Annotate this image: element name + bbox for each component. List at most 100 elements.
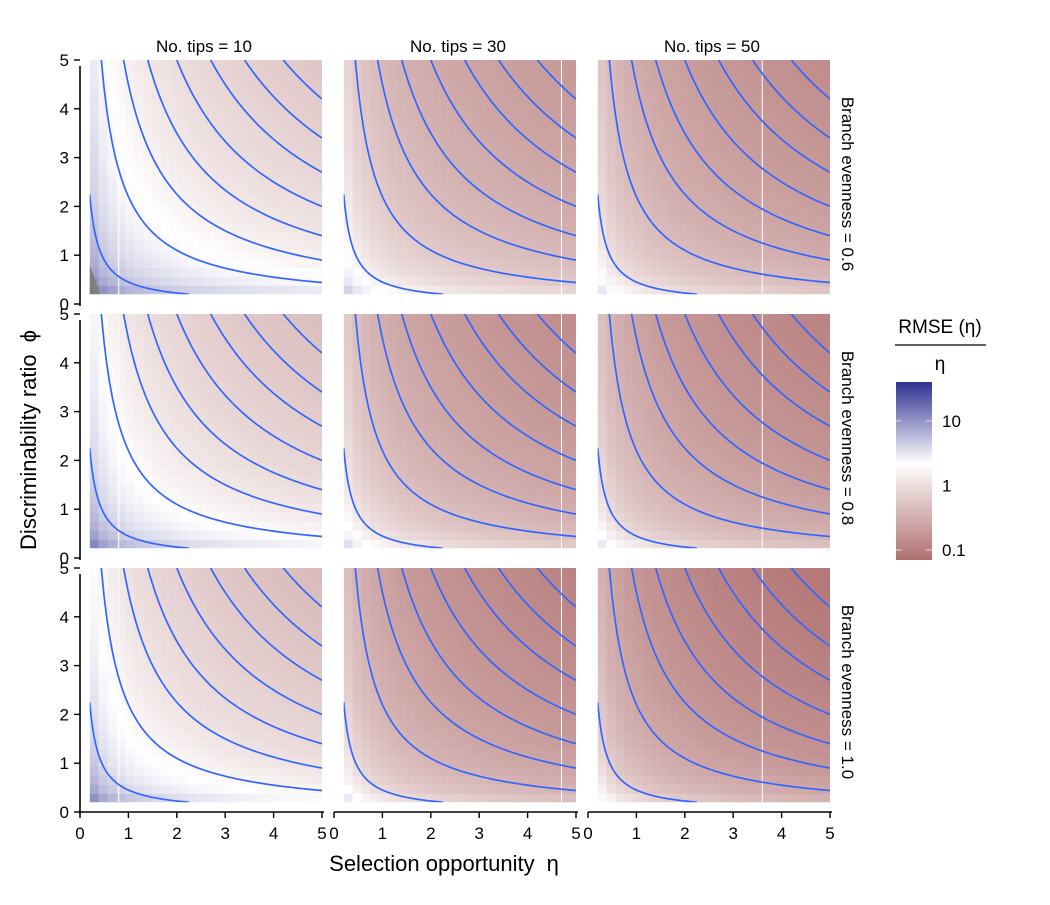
heatmap-cell xyxy=(767,449,777,459)
heatmap-cell xyxy=(714,249,724,259)
x-tick-label: 2 xyxy=(172,824,181,843)
heatmap-cell xyxy=(286,386,296,396)
heatmap-cell xyxy=(442,141,452,151)
heatmap-cell xyxy=(424,105,434,115)
heatmap-cell xyxy=(233,87,243,97)
heatmap-cell xyxy=(170,276,180,286)
heatmap-cell xyxy=(651,413,661,423)
heatmap-cell xyxy=(812,350,822,360)
heatmap-cell xyxy=(304,258,314,268)
heatmap-cell xyxy=(776,422,786,432)
heatmap-cell xyxy=(460,386,470,396)
heatmap-cell xyxy=(251,213,261,223)
heatmap-cell xyxy=(344,78,354,88)
heatmap-cell xyxy=(598,285,608,295)
heatmap-cell xyxy=(286,494,296,504)
heatmap-cell xyxy=(286,96,296,106)
heatmap-cell xyxy=(215,521,225,531)
heatmap-cell xyxy=(759,87,769,97)
heatmap-cell xyxy=(268,631,278,641)
heatmap-cell xyxy=(741,539,751,549)
heatmap-cell xyxy=(286,640,296,650)
heatmap-cell xyxy=(549,96,559,106)
heatmap-cell xyxy=(415,332,425,342)
heatmap-cell xyxy=(134,485,144,495)
heatmap-cell xyxy=(424,395,434,405)
heatmap-cell xyxy=(513,258,523,268)
heatmap-cell xyxy=(607,159,617,169)
heatmap-cell xyxy=(607,449,617,459)
heatmap-cell xyxy=(242,694,252,704)
heatmap-cell xyxy=(732,413,742,423)
heatmap-cell xyxy=(451,449,461,459)
heatmap-cell xyxy=(370,757,380,767)
heatmap-cell xyxy=(295,422,305,432)
heatmap-cell xyxy=(624,476,634,486)
heatmap-cell xyxy=(478,458,488,468)
heatmap-cell xyxy=(353,694,363,704)
heatmap-cell xyxy=(116,604,126,614)
heatmap-cell xyxy=(540,377,550,387)
heatmap-cell xyxy=(741,368,751,378)
heatmap-cell xyxy=(188,359,198,369)
heatmap-cell xyxy=(478,404,488,414)
heatmap-cell xyxy=(353,739,363,749)
heatmap-cell xyxy=(397,440,407,450)
heatmap-cell xyxy=(478,204,488,214)
heatmap-cell xyxy=(767,159,777,169)
heatmap-cell xyxy=(821,521,831,531)
heatmap-cell xyxy=(687,222,697,232)
heatmap-cell xyxy=(397,285,407,295)
heatmap-cell xyxy=(397,78,407,88)
heatmap-cell xyxy=(669,69,679,79)
heatmap-cell xyxy=(116,539,126,549)
heatmap-cell xyxy=(353,204,363,214)
heatmap-cell xyxy=(642,159,652,169)
heatmap-cell xyxy=(344,267,354,277)
heatmap-cell xyxy=(344,521,354,531)
facet-col-label-1: No. tips = 30 xyxy=(410,37,506,56)
heatmap-cell xyxy=(567,213,577,223)
heatmap-cell xyxy=(116,577,126,587)
heatmap-cell xyxy=(313,467,323,477)
heatmap-cell xyxy=(224,285,234,295)
heatmap-cell xyxy=(295,341,305,351)
heatmap-cell xyxy=(750,258,760,268)
heatmap-cell xyxy=(531,323,541,333)
heatmap-cell xyxy=(116,78,126,88)
heatmap-cell xyxy=(433,422,443,432)
heatmap-cell xyxy=(134,595,144,605)
heatmap-cell xyxy=(651,521,661,531)
heatmap-cell xyxy=(741,494,751,504)
heatmap-cell xyxy=(540,449,550,459)
heatmap-cell xyxy=(362,168,372,178)
heatmap-cell xyxy=(433,440,443,450)
heatmap-cell xyxy=(415,213,425,223)
heatmap-cell xyxy=(108,440,118,450)
heatmap-cell xyxy=(397,494,407,504)
heatmap-cell xyxy=(460,132,470,142)
heatmap-cell xyxy=(161,276,171,286)
heatmap-cell xyxy=(522,476,532,486)
heatmap-cell xyxy=(531,267,541,277)
heatmap-cell xyxy=(616,530,626,540)
heatmap-cell xyxy=(642,314,652,324)
heatmap-cell xyxy=(687,404,697,414)
heatmap-cell xyxy=(99,703,109,713)
heatmap-cell xyxy=(633,141,643,151)
heatmap-cell xyxy=(295,640,305,650)
heatmap-cell xyxy=(370,359,380,369)
heatmap-cell xyxy=(531,204,541,214)
heatmap-cell xyxy=(161,123,171,133)
heatmap-cell xyxy=(152,395,162,405)
heatmap-cell xyxy=(313,649,323,659)
heatmap-cell xyxy=(379,431,389,441)
heatmap-cell xyxy=(549,231,559,241)
heatmap-cell xyxy=(362,577,372,587)
heatmap-cell xyxy=(598,503,608,513)
heatmap-cell xyxy=(134,440,144,450)
heatmap-cell xyxy=(558,539,568,549)
heatmap-cell xyxy=(116,613,126,623)
heatmap-cell xyxy=(143,793,153,803)
heatmap-cell xyxy=(268,539,278,549)
